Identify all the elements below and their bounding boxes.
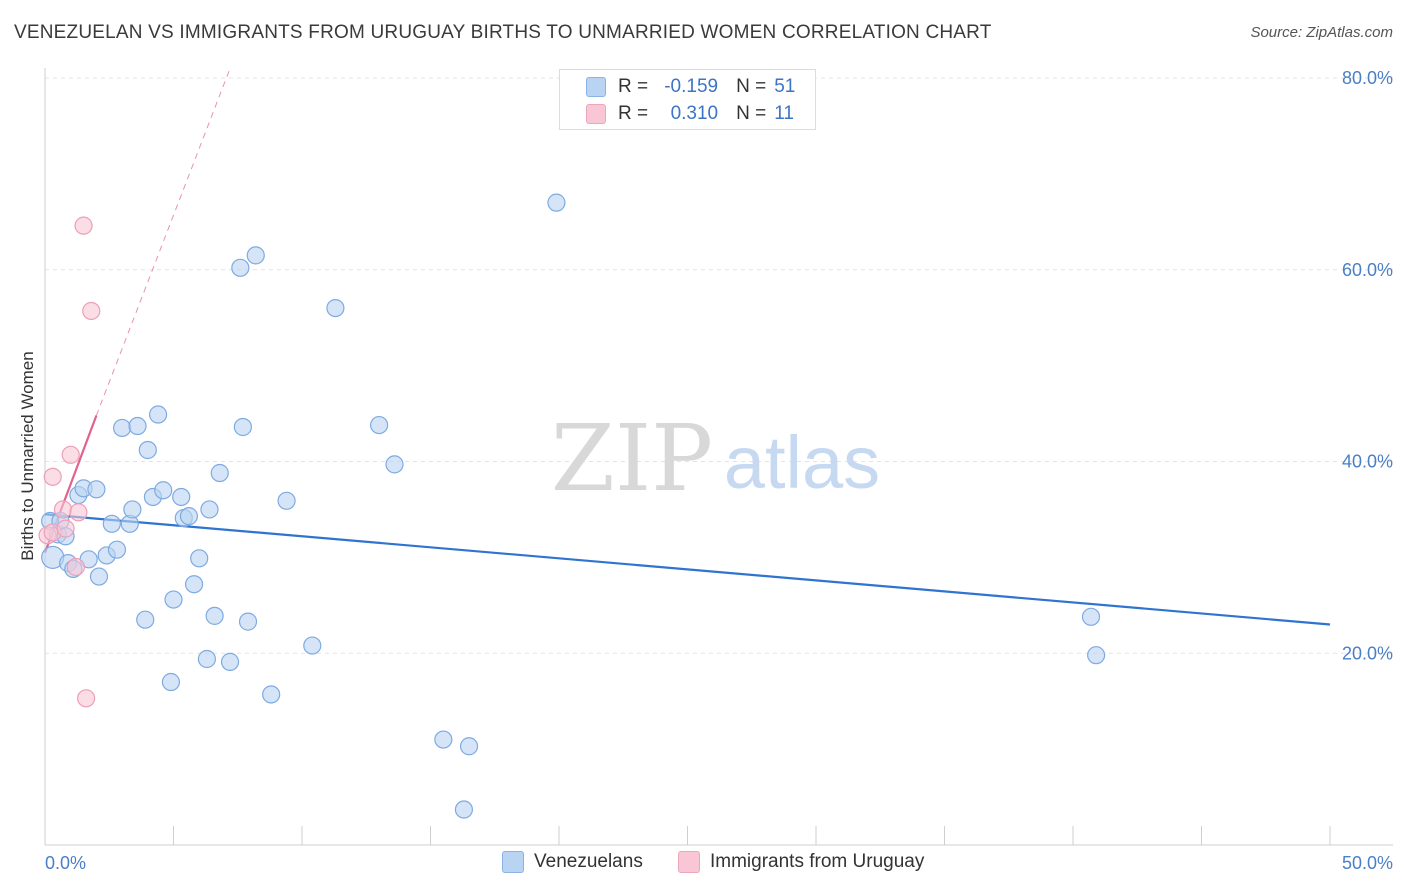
venezuelans-point: [1087, 646, 1106, 665]
venezuelans-trend-line: [44, 513, 1331, 626]
venezuelans-point: [112, 418, 132, 438]
uruguay-swatch: [586, 104, 606, 124]
venezuelans-point: [136, 610, 155, 629]
venezuelans-point: [102, 514, 121, 533]
uruguay-point: [61, 445, 80, 464]
venezuelans-point: [454, 800, 474, 819]
venezuelans-point: [128, 416, 147, 436]
venezuelans-point: [233, 417, 252, 437]
legend-label-uruguay: Immigrants from Uruguay: [710, 851, 925, 872]
r-label: R =: [618, 76, 649, 97]
venezuelans-point: [190, 549, 209, 568]
venezuelans-point: [161, 672, 181, 692]
source-credit: Source: ZipAtlas.com: [1250, 24, 1393, 41]
venezuelans-point: [179, 507, 199, 526]
venezuelans-point: [200, 500, 219, 519]
axes: [44, 68, 1393, 846]
venezuelans-point: [164, 590, 183, 609]
uruguay-point: [43, 467, 62, 486]
watermark-zip: ZIP: [551, 405, 713, 512]
watermark-atlas: atlas: [724, 421, 880, 504]
venezuelans-point: [89, 567, 109, 586]
venezuelans-point: [547, 193, 566, 212]
y-tick-label: 60.0%: [1342, 260, 1393, 280]
legend-item-uruguay: Immigrants from Uruguay: [678, 851, 924, 873]
venezuelans-point: [197, 649, 217, 669]
venezuelans-point: [434, 730, 453, 749]
venezuelans-point: [1081, 607, 1101, 626]
venezuelans-point: [210, 463, 229, 483]
venezuelans-point: [262, 685, 281, 704]
venezuelans-point: [326, 299, 345, 318]
y-tick-label: 20.0%: [1342, 643, 1393, 663]
r-value: -0.159: [664, 76, 719, 97]
n-value: 11: [774, 103, 794, 124]
venezuelans-legend-swatch: [502, 851, 524, 873]
series-legend: Venezuelans Immigrants from Uruguay: [0, 851, 1406, 877]
uruguay-legend-swatch: [678, 851, 700, 873]
data-points: [38, 193, 1106, 819]
tick-labels: 20.0% 40.0% 60.0% 80.0% 0.0% 50.0%: [45, 68, 1393, 873]
legend-item-venezuelans: Venezuelans: [502, 851, 643, 873]
venezuelans-point: [220, 652, 240, 671]
venezuelans-point: [385, 455, 404, 474]
venezuelans-point: [184, 575, 204, 594]
x-tick-label-max: 50.0%: [1342, 853, 1393, 873]
r-value: 0.310: [670, 103, 719, 124]
n-label: N =: [736, 103, 767, 124]
y-tick-label: 80.0%: [1342, 68, 1393, 88]
x-tick-label-min: 0.0%: [45, 853, 86, 873]
legend-row-uruguay: R = 0.310 N = 11: [586, 101, 794, 127]
venezuelans-point: [459, 737, 479, 756]
venezuelans-point: [238, 612, 258, 631]
uruguay-point: [69, 503, 88, 522]
uruguay-point: [82, 301, 101, 321]
venezuelans-point: [277, 491, 296, 510]
chart-title: VENEZUELAN VS IMMIGRANTS FROM URUGUAY BI…: [14, 22, 992, 43]
uruguay-point: [56, 519, 75, 538]
venezuelans-point: [87, 480, 106, 499]
venezuelans-point: [107, 540, 127, 559]
venezuelans-point: [303, 636, 322, 655]
venezuelans-point: [172, 487, 191, 507]
n-value: 51: [774, 76, 796, 97]
venezuelans-point: [138, 440, 157, 460]
r-label: R =: [618, 103, 649, 124]
correlation-legend: R = -0.159 N = 51 R = 0.310 N = 11: [559, 69, 816, 130]
grid-lines: [45, 77, 1393, 654]
venezuelans-point: [205, 606, 224, 625]
venezuelans-point: [246, 246, 265, 265]
venezuelans-point: [154, 481, 173, 500]
venezuelans-swatch: [586, 77, 606, 97]
trend-lines: [43, 68, 1331, 626]
uruguay-point: [66, 557, 85, 577]
uruguay-point: [53, 500, 73, 519]
venezuelans-point: [123, 500, 142, 519]
venezuelans-point: [231, 258, 250, 277]
venezuelans-point: [370, 415, 389, 435]
uruguay-point: [77, 689, 96, 708]
y-tick-label: 40.0%: [1342, 452, 1393, 472]
uruguay-point: [74, 216, 93, 235]
venezuelans-point: [148, 405, 168, 424]
n-label: N =: [736, 76, 767, 97]
uruguay-trend-extension: [95, 68, 231, 416]
legend-label-venezuelans: Venezuelans: [534, 851, 643, 872]
legend-row-venezuelans: R = -0.159 N = 51: [586, 74, 795, 100]
